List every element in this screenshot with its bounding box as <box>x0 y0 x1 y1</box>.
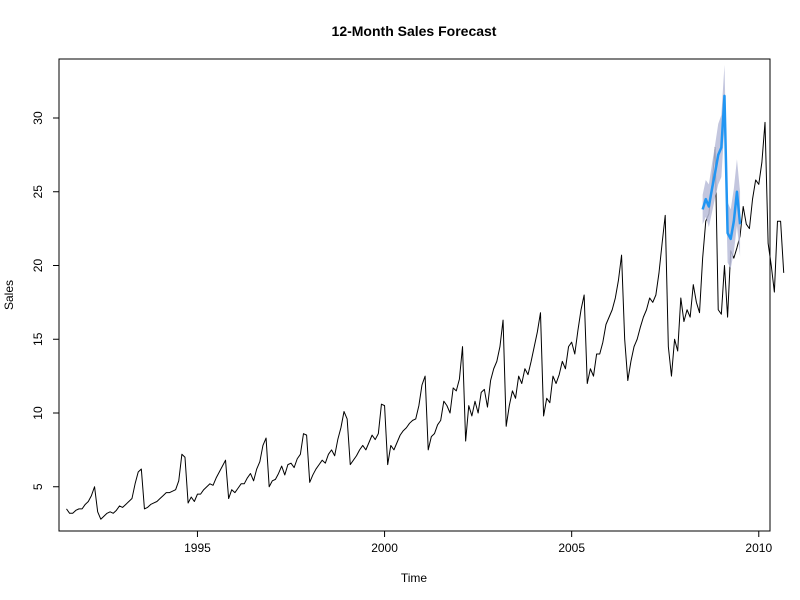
plot-frame <box>58 58 771 532</box>
y-axis: 5 10 15 20 25 30 <box>31 111 59 490</box>
forecast-line <box>701 94 742 241</box>
x-tick-label: 1995 <box>184 541 211 555</box>
y-tick-label: 5 <box>31 483 45 490</box>
x-axis: 1995 2000 2005 2010 <box>184 531 772 555</box>
x-tick-label: 2005 <box>558 541 585 555</box>
y-tick-label: 25 <box>31 185 45 199</box>
historical-sales-line <box>66 121 785 520</box>
y-tick-label: 20 <box>31 259 45 273</box>
y-tick-label: 30 <box>31 111 45 125</box>
x-tick-label: 2010 <box>745 541 772 555</box>
y-tick-label: 15 <box>31 332 45 346</box>
series-layer <box>66 64 785 520</box>
chart-title: 12-Month Sales Forecast <box>332 23 497 39</box>
y-tick-label: 10 <box>31 406 45 420</box>
forecast-interval-band <box>702 64 741 269</box>
x-tick-label: 2000 <box>371 541 398 555</box>
x-axis-label: Time <box>401 571 428 585</box>
y-axis-label: Sales <box>2 280 16 310</box>
